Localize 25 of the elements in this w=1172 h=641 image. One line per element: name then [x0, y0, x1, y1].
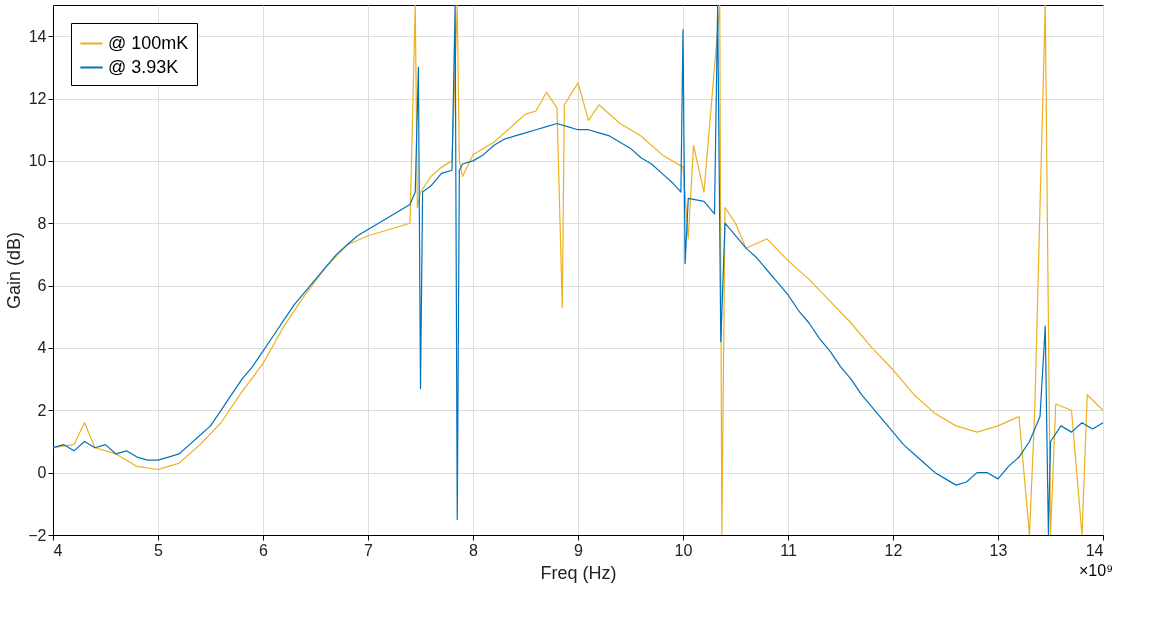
y-tick-label: 14 [28, 27, 47, 45]
y-axis-title: Gain (dB) [4, 231, 25, 310]
x-tick-label: 12 [884, 541, 903, 559]
y-tick-label: 10 [28, 152, 47, 170]
x-tick-label: 5 [154, 541, 164, 559]
x-tick-label: 4 [53, 541, 63, 559]
y-tick-label: 0 [37, 464, 47, 482]
legend-label: @ 3.93K [108, 56, 179, 77]
x-axis-title: Freq (Hz) [540, 562, 617, 583]
text: ×10⁹ [1079, 562, 1113, 579]
y-tick-label: 4 [37, 339, 47, 357]
y-tick-label: 2 [37, 401, 47, 419]
y-tick-label: 8 [37, 214, 47, 232]
y-tick-label: 12 [28, 90, 47, 108]
legend-label: @ 100mK [108, 32, 189, 53]
y-tick-label: 6 [37, 277, 47, 295]
x-tick-label: 14 [1085, 541, 1104, 559]
x-tick-label: 8 [469, 541, 479, 559]
x-tick-label: 13 [989, 541, 1008, 559]
x-tick-label: 6 [259, 541, 269, 559]
x-tick-label: 10 [674, 541, 693, 559]
x-tick-label: 11 [780, 541, 797, 559]
x-tick-label: 9 [574, 541, 584, 559]
x-tick-label: 7 [364, 541, 374, 559]
y-tick-label: −2 [28, 526, 47, 544]
